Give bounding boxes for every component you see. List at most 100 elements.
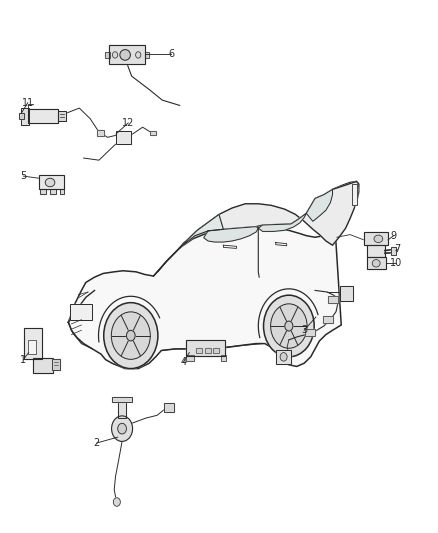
Text: 10: 10 [390, 259, 402, 268]
Bar [33, 358, 53, 373]
Bar [186, 340, 225, 356]
Bar [213, 349, 219, 353]
Text: 6: 6 [168, 49, 174, 59]
Text: 2: 2 [94, 438, 100, 448]
Circle shape [118, 423, 127, 434]
Bar [221, 356, 226, 361]
Bar [145, 52, 149, 58]
Polygon shape [258, 213, 306, 231]
Bar [40, 189, 46, 194]
Bar [186, 356, 194, 361]
Bar [106, 52, 110, 58]
Text: 4: 4 [180, 357, 186, 367]
Text: 3: 3 [301, 325, 307, 335]
Circle shape [136, 52, 141, 58]
Text: 5: 5 [20, 171, 27, 181]
Bar [113, 397, 132, 402]
Bar [367, 257, 386, 269]
Bar [392, 247, 396, 255]
Bar [113, 397, 132, 402]
Text: 12: 12 [122, 118, 134, 128]
Circle shape [285, 321, 293, 331]
Bar [367, 245, 385, 257]
Bar [19, 113, 24, 119]
Text: 9: 9 [391, 231, 397, 241]
Bar [116, 132, 131, 144]
Bar [106, 52, 110, 58]
Ellipse shape [372, 260, 380, 267]
Bar [109, 45, 145, 64]
Polygon shape [180, 181, 359, 248]
Bar [186, 356, 194, 361]
Bar [33, 358, 53, 373]
Bar [97, 130, 104, 136]
Bar [164, 403, 173, 411]
Circle shape [280, 353, 287, 361]
Bar [145, 52, 149, 58]
Bar [116, 132, 131, 144]
Bar [352, 184, 357, 205]
Bar [28, 341, 36, 354]
Bar [364, 232, 388, 245]
Bar [21, 108, 29, 125]
Bar [340, 286, 353, 301]
Bar [364, 232, 388, 245]
Bar [305, 329, 315, 336]
Bar [205, 349, 211, 353]
Polygon shape [306, 189, 332, 221]
Bar [58, 111, 66, 122]
Bar [340, 286, 353, 301]
Bar [28, 109, 58, 124]
Polygon shape [204, 227, 258, 242]
Text: 7: 7 [394, 245, 400, 254]
Bar [24, 328, 42, 359]
Bar [276, 351, 291, 365]
Bar [24, 328, 42, 359]
Bar [58, 111, 66, 122]
Bar [150, 131, 155, 135]
Bar [186, 340, 225, 356]
Bar [305, 329, 315, 336]
Circle shape [113, 52, 118, 58]
Circle shape [113, 498, 120, 506]
Text: 11: 11 [21, 98, 34, 108]
Bar [367, 257, 386, 269]
Bar [328, 296, 338, 303]
Circle shape [104, 303, 158, 368]
Bar [323, 316, 332, 324]
Bar [97, 130, 104, 136]
Bar [21, 108, 29, 125]
Bar [328, 296, 338, 303]
Bar [52, 359, 60, 369]
Bar [60, 189, 64, 194]
Circle shape [271, 304, 307, 348]
Bar [196, 349, 202, 353]
Bar [28, 341, 36, 354]
Bar [50, 189, 56, 194]
Bar [39, 174, 64, 189]
Bar [70, 304, 92, 320]
Bar [205, 349, 211, 353]
Text: 1: 1 [20, 354, 26, 365]
Bar [323, 316, 332, 324]
Polygon shape [68, 181, 359, 368]
Bar [213, 349, 219, 353]
Circle shape [111, 312, 150, 359]
Bar [118, 399, 127, 418]
Bar [39, 174, 64, 189]
Bar [40, 189, 46, 194]
Bar [352, 184, 357, 205]
Bar [19, 113, 24, 119]
Circle shape [127, 330, 135, 341]
Bar [367, 245, 385, 257]
Bar [118, 399, 127, 418]
Bar [50, 189, 56, 194]
Bar [109, 45, 145, 64]
Ellipse shape [374, 235, 383, 243]
Circle shape [112, 416, 133, 441]
Bar [52, 359, 60, 369]
Circle shape [264, 295, 314, 357]
Ellipse shape [45, 178, 55, 187]
Polygon shape [180, 214, 223, 248]
Bar [150, 131, 155, 135]
